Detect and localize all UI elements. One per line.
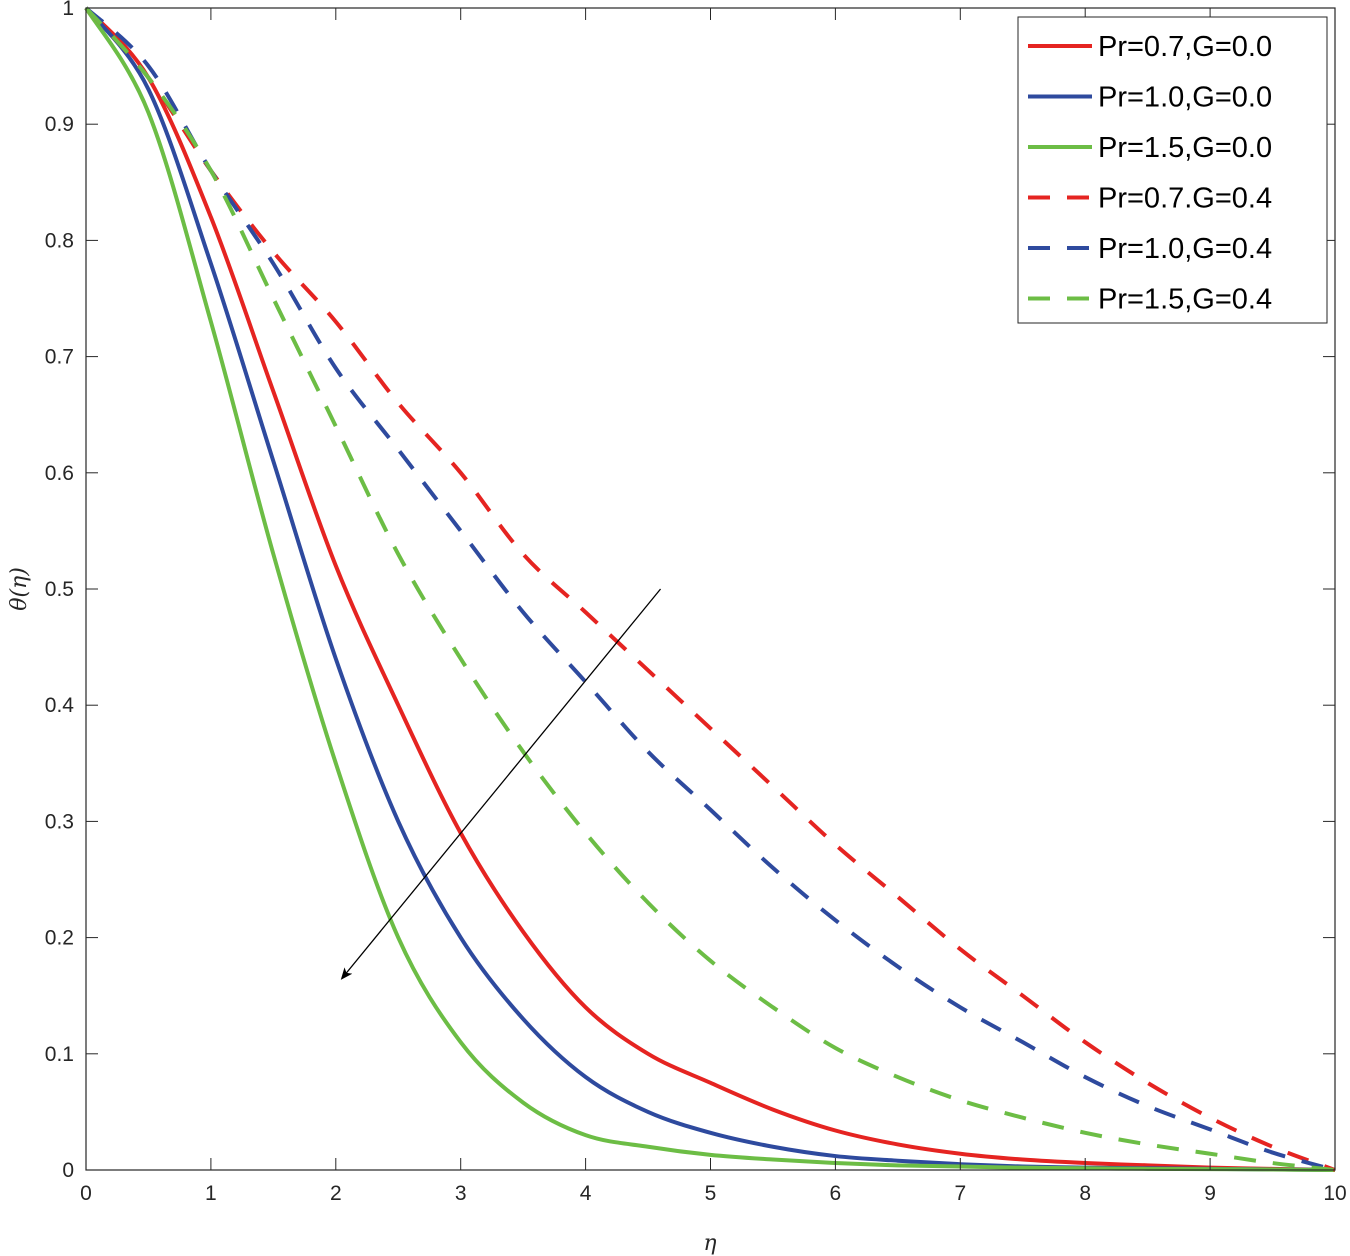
series-line-5 — [84, 6, 1336, 1172]
legend: Pr=0.7,G=0.0 Pr=1.0,G=0.0 Pr=1.5,G=0.0 Pr=0… — [1017, 16, 1328, 324]
legend-label-2: Pr=1.0,G=0.0 — [1098, 82, 1272, 114]
legend-box — [1017, 16, 1328, 324]
annotation-arrow-1 — [340, 588, 662, 980]
y-tick-label-4: 0.4 — [45, 694, 75, 717]
x-tick-label-4: 4 — [580, 1182, 592, 1205]
y-tick-label-10: 1 — [62, 0, 74, 20]
x-axis-label: η — [703, 1231, 716, 1256]
y-tick-label-3: 0.3 — [45, 810, 74, 833]
legend-label-4: Pr=0.7.G=0.4 — [1098, 183, 1272, 215]
series-line-4 — [84, 6, 1336, 1172]
tick-labels: 0 1 2 3 4 5 6 7 8 9 10 0 0.1 0.2 0.3 0.4 0.5 0.6 0.7 0.8 0.9… — [45, 0, 1347, 1205]
x-tick-label-6: 6 — [830, 1182, 842, 1205]
y-tick-label-0: 0 — [62, 1159, 74, 1182]
annotation-layer — [340, 588, 662, 980]
series-line-6 — [84, 6, 1336, 1172]
legend-label-6: Pr=1.5,G=0.4 — [1098, 284, 1272, 316]
legend-label-5: Pr=1.0,G=0.4 — [1098, 233, 1272, 265]
x-tick-label-0: 0 — [80, 1182, 92, 1205]
x-tick-label-9: 9 — [1204, 1182, 1216, 1205]
y-tick-label-9: 0.9 — [45, 113, 74, 136]
legend-label-3: Pr=1.5,G=0.0 — [1098, 132, 1272, 164]
x-tick-label-10: 10 — [1323, 1182, 1346, 1205]
x-tick-label-2: 2 — [330, 1182, 342, 1205]
y-axis-label: θ(η) — [7, 567, 32, 611]
y-tick-label-2: 0.2 — [45, 927, 74, 950]
y-tick-label-7: 0.7 — [45, 346, 74, 369]
x-tick-label-3: 3 — [455, 1182, 467, 1205]
x-tick-label-5: 5 — [705, 1182, 717, 1205]
y-tick-label-5: 0.5 — [45, 578, 74, 601]
x-tick-label-7: 7 — [954, 1182, 966, 1205]
y-tick-label-1: 0.1 — [45, 1043, 74, 1066]
x-tick-label-1: 1 — [205, 1182, 217, 1205]
plot-frame — [85, 7, 1336, 1171]
y-tick-label-8: 0.8 — [45, 229, 74, 252]
y-tick-label-6: 0.6 — [45, 462, 74, 485]
x-tick-label-8: 8 — [1079, 1182, 1091, 1205]
legend-label-1: Pr=0.7,G=0.0 — [1098, 31, 1272, 63]
